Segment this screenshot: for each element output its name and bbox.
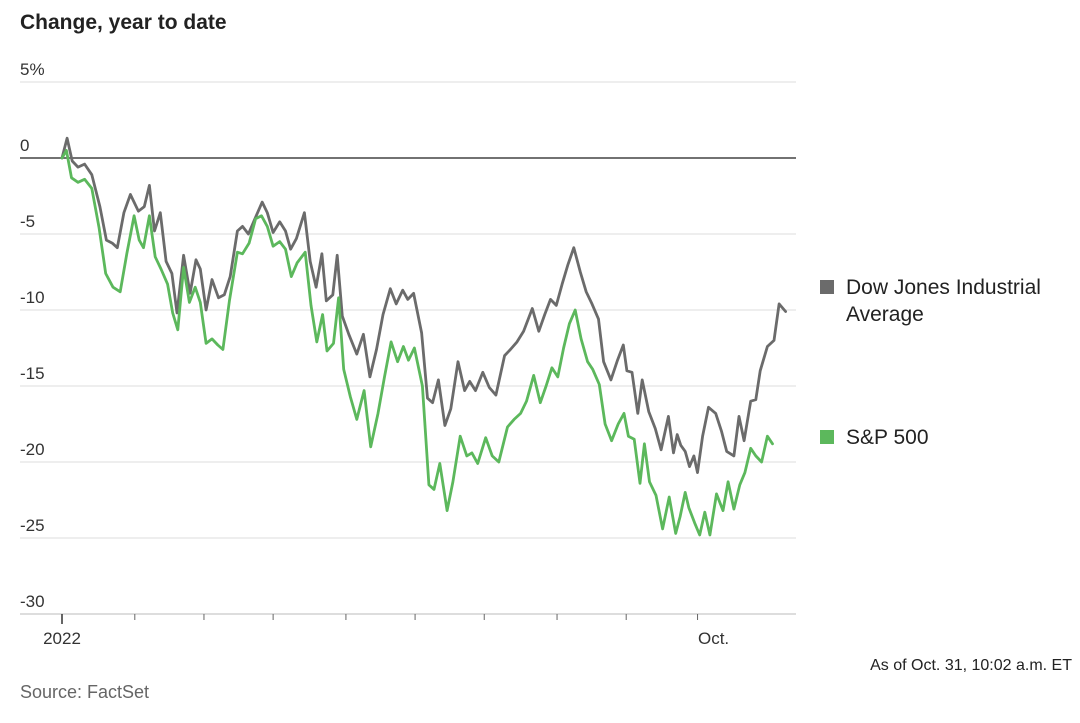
gridlines [20,81,796,539]
x-tick-label: Oct. [698,629,729,648]
y-tick-label: 0 [20,136,29,155]
legend-swatch [820,430,834,444]
x-axis: 2022 Oct. [20,613,796,648]
sp500-line [60,148,774,537]
legend-label: S&P 500 [846,426,929,449]
y-tick-label: -20 [20,440,45,459]
y-axis: 5% 0 -5 -10 -15 -20 -25 -30 [20,60,45,611]
x-tick-label: 2022 [43,629,81,648]
y-tick-label: 5% [20,60,45,79]
y-tick-label: -10 [20,288,45,307]
as-of-note: As of Oct. 31, 10:02 a.m. ET [870,657,1072,674]
legend-label: Average [846,303,924,326]
legend-swatch [820,280,834,294]
dow-jones-line [60,136,787,475]
legend: Dow Jones Industrial Average S&P 500 [820,276,1041,449]
source-note: Source: FactSet [20,682,149,702]
y-tick-label: -5 [20,212,35,231]
series-lines [60,136,787,537]
y-tick-label: -15 [20,364,45,383]
chart-title: Change, year to date [20,11,227,34]
y-tick-label: -30 [20,592,45,611]
legend-label: Dow Jones Industrial [846,276,1041,299]
y-tick-label: -25 [20,516,45,535]
